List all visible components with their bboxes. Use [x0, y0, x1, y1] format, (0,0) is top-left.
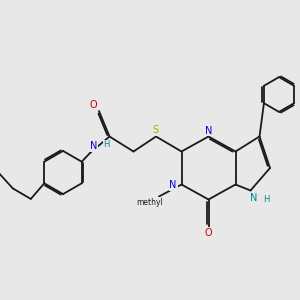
Text: S: S: [152, 125, 158, 135]
Text: N: N: [205, 125, 212, 136]
Text: N: N: [169, 180, 177, 190]
Text: methyl: methyl: [136, 198, 164, 207]
Text: O: O: [205, 227, 212, 238]
Text: O: O: [89, 100, 97, 110]
Text: H: H: [103, 140, 110, 149]
Text: N: N: [90, 141, 97, 152]
Text: N: N: [250, 193, 257, 203]
Text: H: H: [263, 195, 269, 204]
